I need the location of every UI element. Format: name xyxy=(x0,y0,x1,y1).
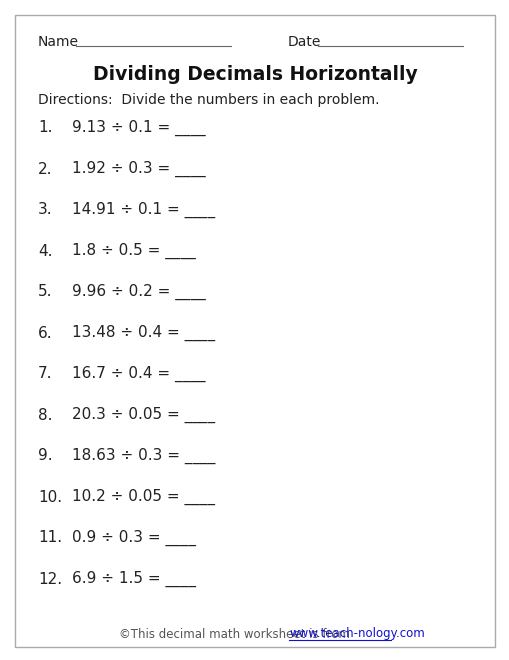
Text: Dividing Decimals Horizontally: Dividing Decimals Horizontally xyxy=(93,65,416,84)
Text: 20.3 ÷ 0.05 = ____: 20.3 ÷ 0.05 = ____ xyxy=(72,407,215,423)
Text: 10.2 ÷ 0.05 = ____: 10.2 ÷ 0.05 = ____ xyxy=(72,489,215,505)
Text: 5.: 5. xyxy=(38,284,52,300)
Text: 6.9 ÷ 1.5 = ____: 6.9 ÷ 1.5 = ____ xyxy=(72,571,195,587)
Text: 2.: 2. xyxy=(38,162,52,176)
Text: 0.9 ÷ 0.3 = ____: 0.9 ÷ 0.3 = ____ xyxy=(72,530,195,546)
Text: 1.8 ÷ 0.5 = ____: 1.8 ÷ 0.5 = ____ xyxy=(72,243,195,259)
Text: 13.48 ÷ 0.4 = ____: 13.48 ÷ 0.4 = ____ xyxy=(72,325,215,341)
Text: 3.: 3. xyxy=(38,203,52,218)
Text: 11.: 11. xyxy=(38,531,62,546)
Text: 9.96 ÷ 0.2 = ____: 9.96 ÷ 0.2 = ____ xyxy=(72,284,205,300)
Text: 6.: 6. xyxy=(38,325,52,341)
Text: 7.: 7. xyxy=(38,366,52,381)
Text: 10.: 10. xyxy=(38,490,62,504)
Text: 8.: 8. xyxy=(38,407,52,422)
Text: Name: Name xyxy=(38,35,79,49)
Text: 9.: 9. xyxy=(38,449,52,463)
Text: Directions:  Divide the numbers in each problem.: Directions: Divide the numbers in each p… xyxy=(38,93,379,107)
Text: 18.63 ÷ 0.3 = ____: 18.63 ÷ 0.3 = ____ xyxy=(72,448,215,464)
Text: 1.92 ÷ 0.3 = ____: 1.92 ÷ 0.3 = ____ xyxy=(72,161,205,177)
Text: 14.91 ÷ 0.1 = ____: 14.91 ÷ 0.1 = ____ xyxy=(72,202,215,218)
Text: www.teach-nology.com: www.teach-nology.com xyxy=(289,628,424,640)
Text: 9.13 ÷ 0.1 = ____: 9.13 ÷ 0.1 = ____ xyxy=(72,120,205,136)
Text: 1.: 1. xyxy=(38,121,52,135)
Text: ©This decimal math worksheet is from: ©This decimal math worksheet is from xyxy=(119,628,353,640)
Text: 4.: 4. xyxy=(38,244,52,259)
Text: Date: Date xyxy=(288,35,321,49)
Text: 16.7 ÷ 0.4 = ____: 16.7 ÷ 0.4 = ____ xyxy=(72,366,205,382)
Text: 12.: 12. xyxy=(38,572,62,587)
